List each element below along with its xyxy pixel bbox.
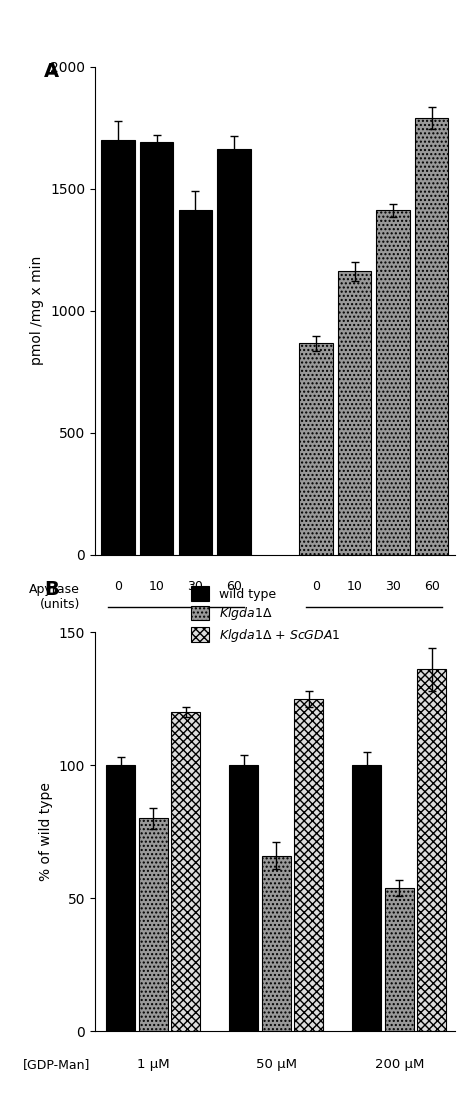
Bar [171,712,201,1031]
Bar [262,856,291,1031]
Bar [179,211,212,554]
Text: $\it{Klgda1}$$\Delta$: $\it{Klgda1}$$\Delta$ [344,632,403,651]
Text: 200 μM: 200 μM [374,1058,424,1071]
Bar [107,765,136,1031]
Text: wild type: wild type [144,632,208,647]
Text: 10: 10 [149,580,164,593]
Y-axis label: pmol /mg x min: pmol /mg x min [30,256,45,365]
Bar [217,150,251,554]
Text: 10: 10 [346,580,363,593]
Bar [376,211,410,554]
Bar [338,272,371,554]
Bar [294,699,323,1031]
Bar [417,670,447,1031]
Bar [299,344,333,554]
Legend: wild type, $\it{Klgda1}$$\Delta$, $\it{Klgda1}$$\Delta$ + $\it{ScGDA1}$: wild type, $\it{Klgda1}$$\Delta$, $\it{K… [191,587,340,643]
Bar [229,765,258,1031]
Bar [415,118,448,554]
Bar [385,887,414,1031]
Text: Apyrase
(units): Apyrase (units) [29,582,80,611]
Text: 1 μM: 1 μM [137,1058,170,1071]
Text: 60: 60 [424,580,439,593]
Text: 0: 0 [312,580,320,593]
Text: A: A [45,62,60,81]
Text: 30: 30 [187,580,203,593]
Text: B: B [45,580,59,599]
Bar [101,140,135,554]
Text: 50 μM: 50 μM [256,1058,297,1071]
Bar [139,818,168,1031]
Bar [140,142,173,554]
Text: [GDP-Man]: [GDP-Man] [23,1058,91,1071]
Text: 0: 0 [114,580,122,593]
Y-axis label: % of wild type: % of wild type [39,782,53,882]
Text: 60: 60 [226,580,242,593]
Text: 30: 30 [385,580,401,593]
Bar [352,765,382,1031]
